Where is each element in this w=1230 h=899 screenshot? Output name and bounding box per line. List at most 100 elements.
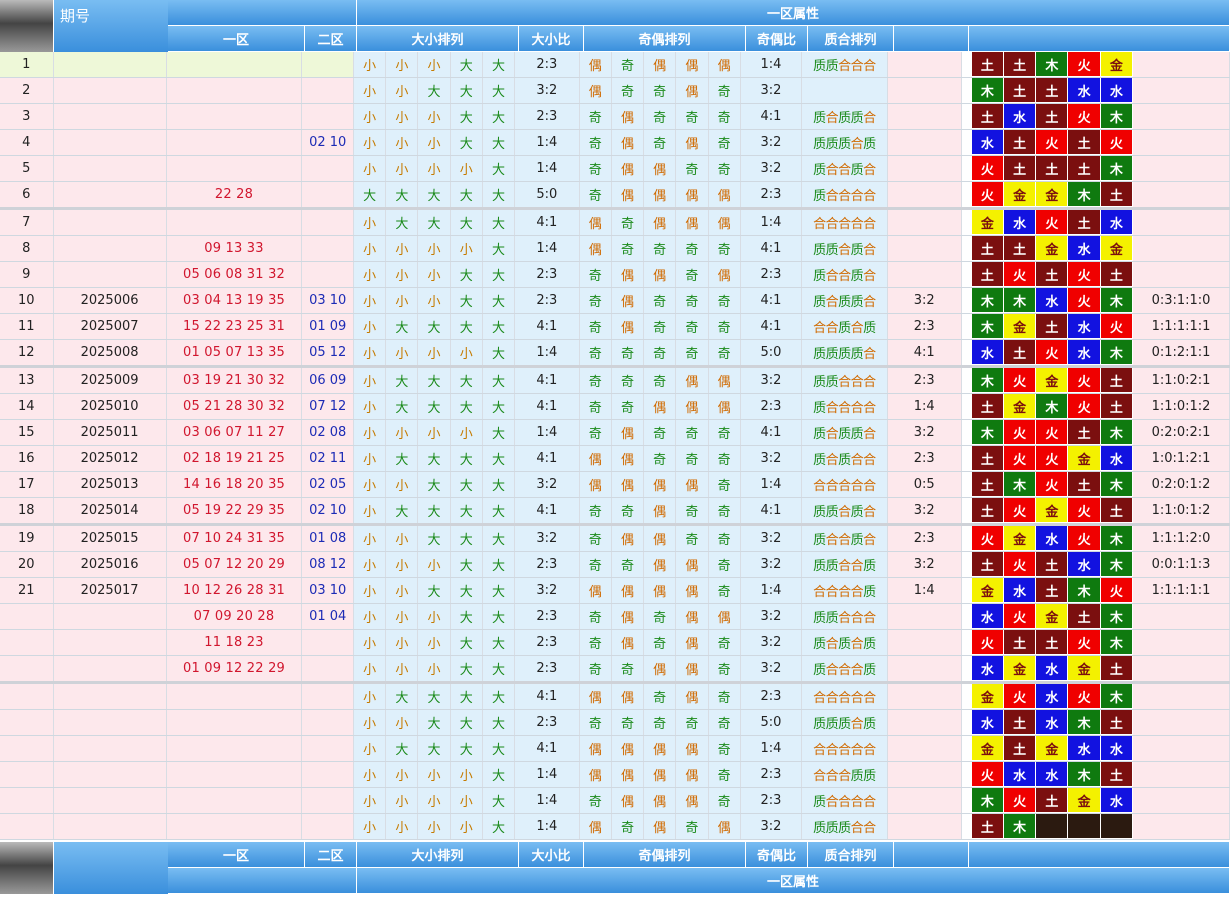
- pc-char: 合: [863, 217, 876, 232]
- size-ratio-header: 大小比: [519, 26, 584, 52]
- element-cell: 火: [1100, 314, 1133, 339]
- element-pattern: [1132, 182, 1230, 207]
- size-ratio: 4:1: [515, 736, 580, 761]
- table-row: 5 小小小小大 1:4 奇偶偶奇奇 3:2 质合合质合火土土土木: [0, 156, 1230, 182]
- zone2-numbers: [302, 52, 354, 77]
- pc-char: 质: [825, 611, 839, 626]
- pc-char: 质: [838, 295, 851, 310]
- size-cell: 小: [353, 340, 387, 365]
- oe-cell: 偶: [708, 182, 741, 207]
- element-cell: 火: [1100, 578, 1133, 603]
- element-cell: 木: [1100, 420, 1133, 445]
- pc-char: 合: [838, 59, 851, 74]
- pc-char: 质: [813, 505, 826, 520]
- pc-ratio: [887, 656, 962, 681]
- pc-char: 质: [825, 559, 839, 574]
- oe-ratio-header: 奇偶比: [746, 26, 808, 52]
- zone1-numbers: [166, 814, 303, 839]
- size-cell: 小: [418, 788, 451, 813]
- pc-arrangement: 质合质质合: [802, 420, 888, 445]
- element-pattern: [1132, 262, 1230, 287]
- period-number: [53, 262, 167, 287]
- pc-ratio: 3:2: [887, 552, 962, 577]
- period-number: 2025011: [53, 420, 167, 445]
- oe-cell: 偶: [708, 394, 741, 419]
- element-cell: 金: [1068, 446, 1101, 471]
- zone1-numbers: 11 18 23: [166, 630, 303, 655]
- pc-char: 合: [863, 347, 876, 362]
- oe-cell: 奇: [676, 156, 709, 181]
- size-cell: 大: [418, 210, 451, 235]
- pc-char: 合: [825, 295, 839, 310]
- table-row: 3 小小小大大 2:3 奇偶奇奇奇 4:1 质合质质合土水土火木: [0, 104, 1230, 130]
- size-cell: 大: [450, 130, 483, 155]
- size-cell: 小: [418, 656, 451, 681]
- oe-cell: 奇: [579, 130, 612, 155]
- element-cell: 金: [1100, 52, 1133, 77]
- oe-cell: 奇: [579, 552, 612, 577]
- table-row: 14 2025010 05 21 28 30 32 07 12 小大大大大 4:1 奇奇偶偶…: [0, 394, 1230, 420]
- size-cell: 大: [418, 736, 451, 761]
- oe-cell: 偶: [676, 78, 709, 103]
- pc-char: 合: [863, 533, 876, 548]
- element-cell: 金: [971, 736, 1004, 761]
- size-cell: 小: [450, 420, 483, 445]
- zone1-numbers: 10 12 26 28 31: [166, 578, 303, 603]
- period-number: [53, 78, 167, 103]
- period-number: [53, 604, 167, 629]
- pc-char: 质: [838, 637, 851, 652]
- pc-arrangement: 质合质质合: [802, 288, 888, 313]
- spacer: [961, 420, 972, 445]
- period-number: [53, 814, 167, 839]
- element-cell: 火: [1036, 340, 1069, 365]
- element-cell: 金: [1004, 314, 1037, 339]
- pc-char: 合: [863, 243, 876, 258]
- period-number: 2025014: [53, 498, 167, 523]
- element-cell: 土: [1036, 104, 1069, 129]
- oe-cell: 偶: [579, 762, 612, 787]
- pc-char: 质: [825, 717, 839, 732]
- oe-cell: 偶: [708, 52, 741, 77]
- oe-cell: 奇: [676, 420, 709, 445]
- element-cell: 火: [971, 762, 1004, 787]
- element-cell: 水: [1068, 78, 1101, 103]
- element-cell: 水: [1100, 78, 1133, 103]
- pc-char: 质: [813, 375, 826, 390]
- pc-char: 合: [825, 663, 839, 678]
- row-index: [0, 788, 54, 813]
- element-cell: 火: [1004, 262, 1037, 287]
- zone2-numbers: 02 08: [302, 420, 354, 445]
- element-cell: 土: [971, 104, 1004, 129]
- element-cell: 木: [971, 368, 1004, 393]
- pc-char: 质: [813, 59, 826, 74]
- period-number: 2025017: [53, 578, 167, 603]
- size-ratio: 3:2: [515, 578, 580, 603]
- oe-cell: 偶: [644, 578, 677, 603]
- pc-char: 合: [838, 401, 851, 416]
- row-index: [0, 656, 54, 681]
- size-cell: 大: [450, 78, 483, 103]
- spacer: [961, 368, 972, 393]
- pc-char: 合: [863, 163, 876, 178]
- element-cell: 木: [1068, 578, 1101, 603]
- element-cell: 金: [1004, 182, 1037, 207]
- element-pattern: [1132, 52, 1230, 77]
- oe-cell: 奇: [708, 578, 741, 603]
- oe-cell: 偶: [579, 236, 612, 261]
- element-cell: 水: [1100, 788, 1133, 813]
- pc-char: 合: [825, 401, 839, 416]
- element-cell: 土: [971, 552, 1004, 577]
- size-ratio: 1:4: [515, 156, 580, 181]
- spacer: [961, 788, 972, 813]
- pc-ratio: [887, 736, 962, 761]
- size-cell: 大: [482, 104, 516, 129]
- size-cell: 小: [353, 578, 387, 603]
- size-cell: 小: [418, 156, 451, 181]
- pc-char: 合: [850, 189, 864, 204]
- size-cell: 小: [353, 262, 387, 287]
- oe-cell: 偶: [676, 630, 709, 655]
- size-cell: 小: [353, 288, 387, 313]
- row-index: 5: [0, 156, 54, 181]
- period-number: 2025012: [53, 446, 167, 471]
- oe-cell: 偶: [579, 684, 612, 709]
